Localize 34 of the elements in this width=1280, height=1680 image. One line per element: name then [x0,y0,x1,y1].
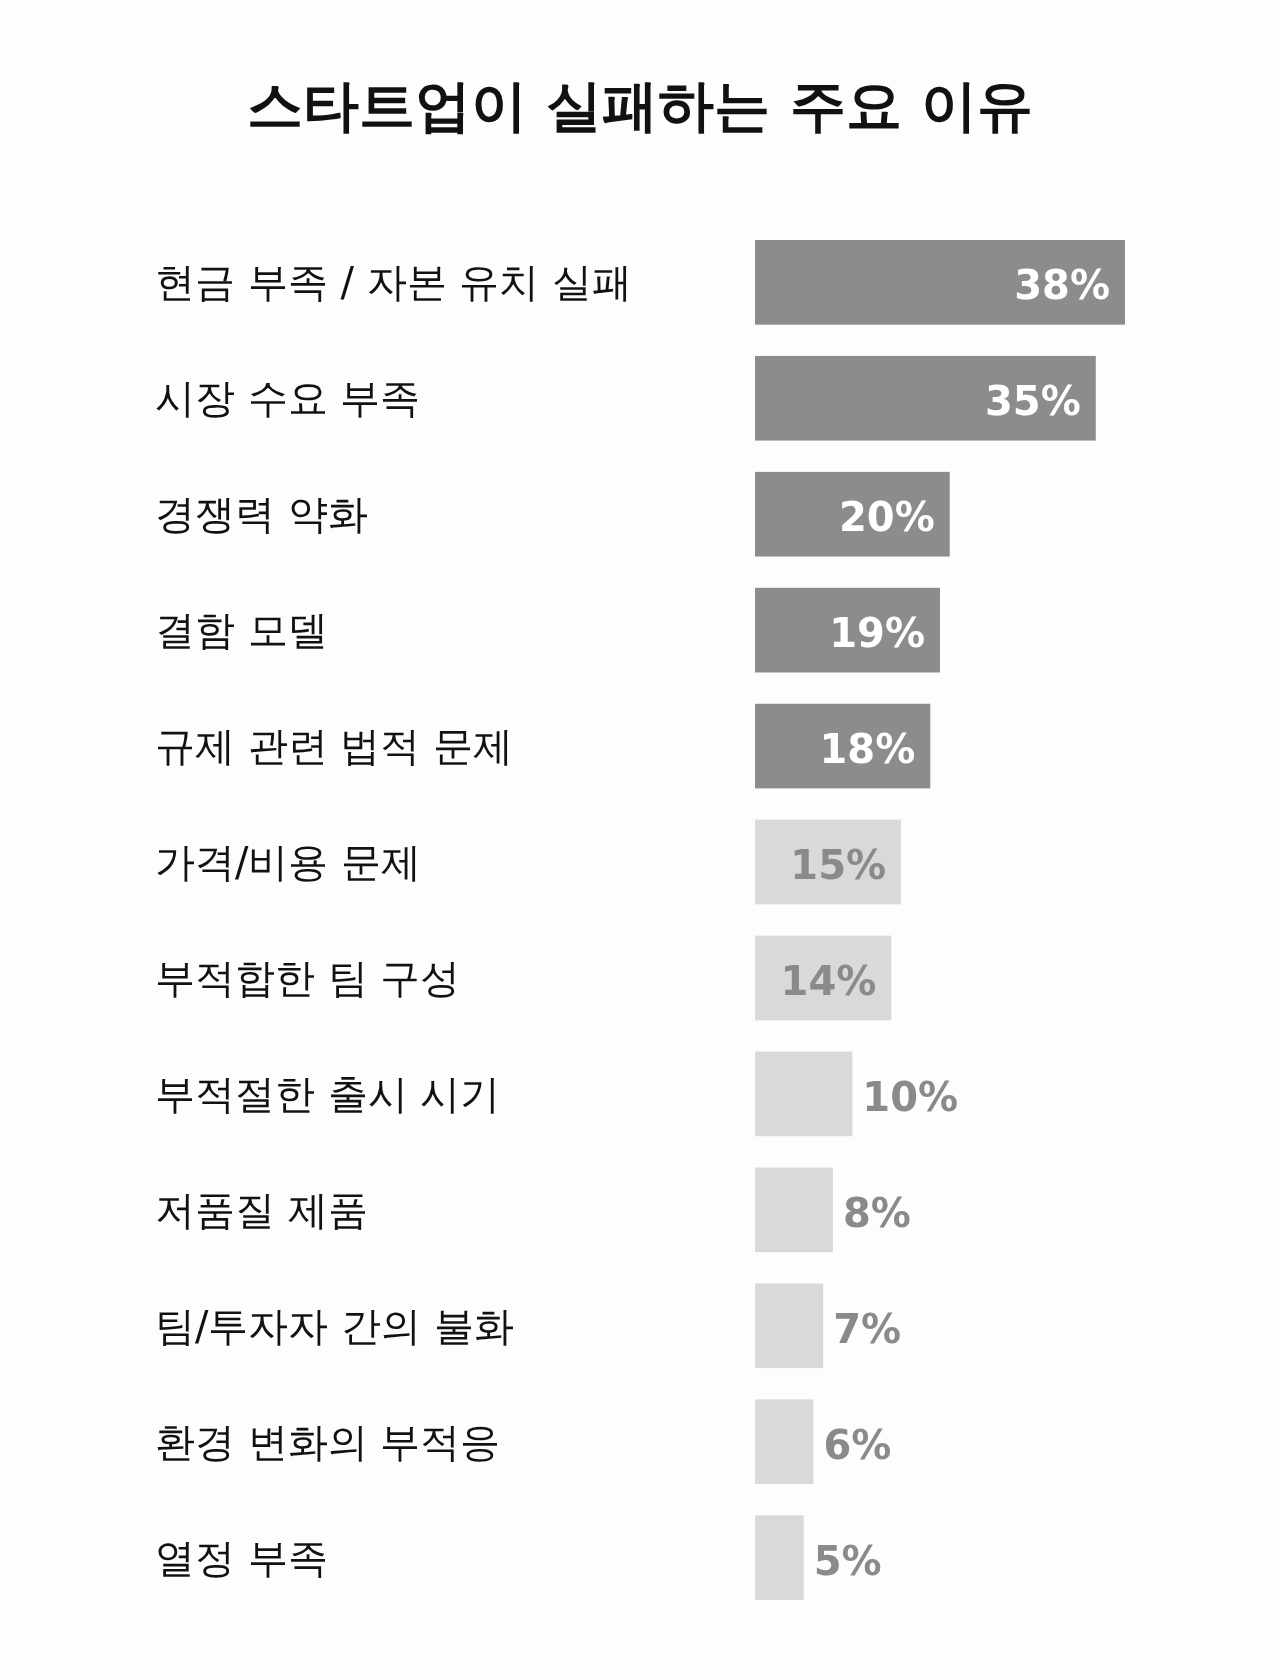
y-tick-label: 팀/투자자 간의 불화 [155,1302,514,1349]
data-label: 20% [838,494,935,541]
bar [755,587,940,673]
data-label: 6% [823,1421,892,1468]
bar [755,1515,804,1600]
data-label: 19% [829,610,925,657]
chart-title: 스타트업이 실패하는 주요 이유 [246,73,1034,138]
bar [755,1283,824,1369]
y-tick-label: 현금 부족 / 자본 유치 실패 [155,259,633,306]
data-label: 38% [1014,262,1110,309]
data-label: 5% [813,1537,882,1584]
y-tick-label: 열정 부족 [155,1534,328,1581]
y-tick-label: 시장 수요 부족 [155,375,421,422]
data-label: 18% [819,726,916,773]
y-tick-label: 규제 관련 법적 문제 [155,723,514,770]
y-tick-label: 저품질 제품 [155,1186,368,1233]
bar [755,1399,814,1485]
data-label: 8% [842,1189,911,1236]
data-label: 7% [833,1305,902,1352]
y-tick-label: 부적절한 출시 시기 [155,1070,501,1117]
data-label: 10% [862,1073,959,1120]
bar [755,240,1125,325]
bar [755,471,950,557]
data-label: 14% [780,957,877,1004]
y-tick-label: 환경 변화의 부적응 [155,1418,501,1465]
bar [755,1167,833,1253]
y-tick-label: 결함 모델 [155,607,328,654]
y-tick-label: 부적합한 팀 구성 [155,954,461,1001]
y-tick-label: 가격/비용 문제 [155,839,422,886]
y-tick-label: 경쟁력 약화 [155,491,368,538]
data-label: 35% [985,378,1081,425]
data-label: 15% [790,842,887,889]
bar [755,1051,853,1137]
bar [755,355,1096,441]
